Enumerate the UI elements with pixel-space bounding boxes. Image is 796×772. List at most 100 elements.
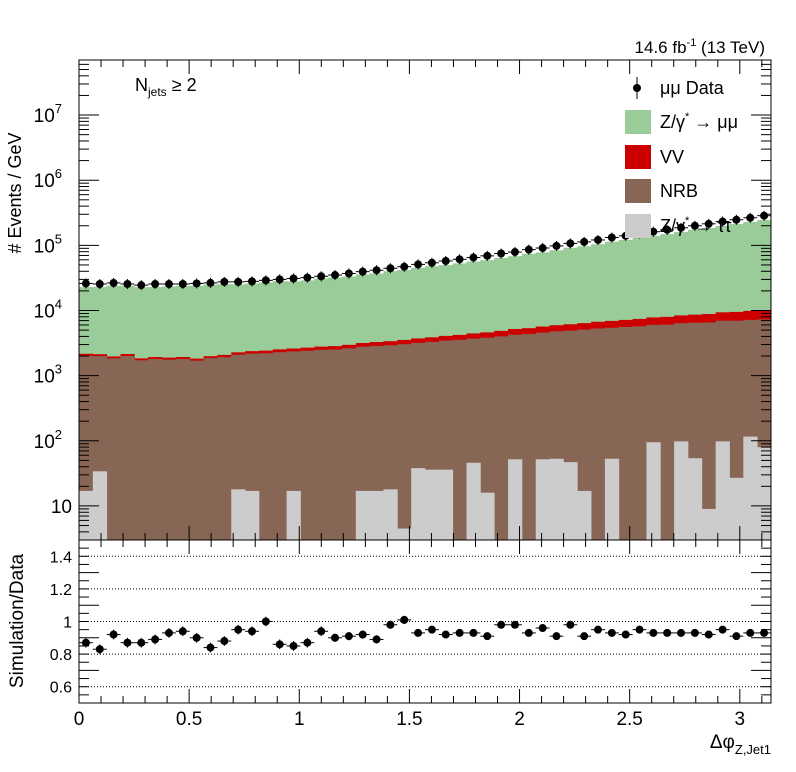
bar-ztautau [674, 441, 689, 540]
data-point [690, 221, 699, 230]
ratio-point [732, 632, 741, 641]
legend-swatch-ztautau [625, 214, 651, 238]
bar-ztautau [231, 489, 246, 540]
legend-swatch-vv [625, 145, 651, 169]
ratio-point [151, 635, 160, 644]
data-point [704, 219, 713, 228]
ratio-point [275, 640, 284, 649]
legend: μμ Data Z/γ* → μμ VV NRB Z/γ* → ττ [625, 77, 738, 238]
data-point [649, 227, 658, 236]
data-point [552, 241, 561, 250]
bar-ztautau [508, 459, 523, 540]
ratio-point [607, 628, 616, 637]
ratio-point [289, 641, 298, 650]
data-point [510, 248, 519, 257]
bar-ztautau [286, 490, 301, 540]
ratio-data-points [79, 615, 771, 655]
bar-nrb [203, 358, 218, 540]
data-point [483, 251, 492, 260]
y-tick-label: 104 [34, 296, 62, 322]
ratio-point [248, 627, 256, 636]
ratio-y-tick-label: 1.4 [50, 549, 72, 566]
bar-ztautau [646, 442, 661, 540]
ratio-point [386, 620, 395, 629]
bar-ztautau [687, 458, 703, 540]
luminosity-label: 14.6 fb-1 (13 TeV) [635, 37, 765, 57]
main-histogram-stack [79, 219, 772, 541]
ratio-point [760, 628, 769, 637]
legend-swatch-zmumu [625, 110, 651, 134]
data-point [414, 260, 423, 269]
data-point [760, 211, 769, 220]
bar-ztautau [92, 471, 108, 540]
ratio-point [137, 638, 146, 647]
ratio-point [81, 638, 90, 647]
legend-label-ztautau: Z/γ* → ττ [660, 215, 732, 236]
bar-nrb [134, 360, 149, 540]
x-tick-label: 2.5 [616, 709, 642, 730]
data-point [469, 253, 478, 262]
y-tick-label: 105 [34, 231, 62, 257]
data-point [732, 215, 741, 224]
ratio-point [414, 628, 423, 637]
ratio-y-tick-label: 1.2 [50, 582, 72, 599]
ratio-point [317, 627, 326, 636]
data-point [192, 279, 201, 288]
bar-nrb [189, 360, 204, 540]
ratio-point [510, 620, 519, 629]
bar-ztautau [563, 462, 578, 540]
bar-ztautau [701, 508, 717, 540]
data-point [566, 239, 575, 248]
data-point [151, 280, 160, 289]
ratio-point [677, 628, 686, 637]
bar-nrb [328, 349, 343, 540]
bar-nrb [148, 359, 163, 540]
y-tick-label: 10 [51, 497, 72, 518]
data-point [497, 249, 506, 258]
ratio-point [109, 630, 118, 639]
data-point [275, 275, 284, 284]
ratio-point [400, 615, 409, 624]
y-tick-label: 102 [34, 427, 62, 453]
bar-nrb [106, 358, 121, 540]
data-point [220, 277, 229, 286]
ratio-point [261, 617, 270, 626]
x-tick-label: 3 [735, 709, 746, 730]
ratio-frame [78, 539, 772, 704]
data-point [746, 213, 755, 222]
data-point [178, 280, 187, 289]
ratio-point [220, 637, 229, 646]
njets-label: Njets ≥ 2 [135, 75, 197, 99]
bar-ztautau [438, 469, 454, 540]
data-point [441, 257, 450, 266]
ratio-point [552, 632, 561, 641]
bar-ztautau [355, 490, 371, 540]
data-point [344, 269, 353, 278]
data-point [123, 280, 132, 289]
ratio-point [594, 625, 602, 634]
ratio-y-tick-label: 0.6 [50, 680, 72, 697]
bar-ztautau [535, 459, 550, 540]
bar-ztautau [549, 458, 564, 540]
ratio-point [704, 630, 713, 639]
ratio-point [538, 624, 547, 633]
bar-ztautau [79, 490, 94, 540]
data-point [677, 223, 686, 232]
bar-ztautau [715, 441, 730, 540]
ratio-point [690, 628, 699, 637]
data-point [358, 267, 367, 276]
data-point [400, 262, 409, 271]
ratio-point [344, 632, 353, 641]
data-point [261, 276, 270, 285]
ratio-point [358, 630, 367, 639]
data-point [317, 272, 326, 281]
bar-nrb [521, 334, 537, 540]
ratio-point [746, 628, 755, 637]
ratio-y-tick-label: 1 [63, 615, 72, 632]
x-tick-label: 1 [294, 709, 305, 730]
bar-ztautau [480, 492, 495, 540]
x-tick-label: 1.5 [396, 709, 422, 730]
bar-ztautau [466, 462, 481, 540]
bar-ztautau [743, 436, 758, 540]
data-point [455, 255, 464, 264]
